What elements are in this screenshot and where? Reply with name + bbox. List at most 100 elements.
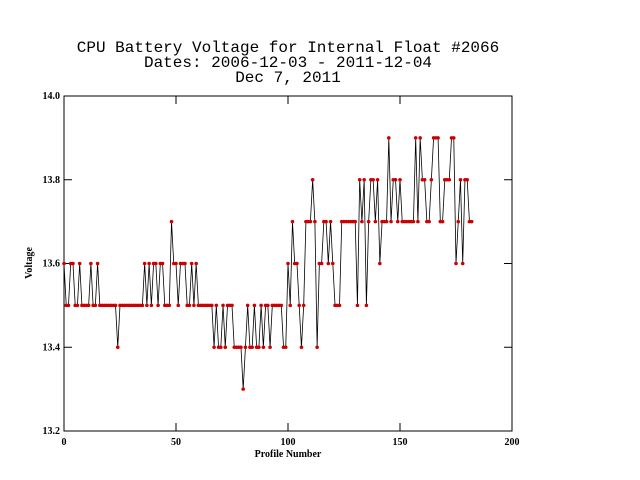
data-point [187, 303, 192, 308]
data-point [337, 303, 342, 308]
data-point [167, 303, 172, 308]
data-point [250, 345, 254, 350]
data-point [266, 303, 270, 308]
data-point [427, 219, 431, 224]
data-point [440, 219, 445, 224]
data-point [313, 219, 317, 224]
data-point [395, 219, 400, 224]
data-point [299, 345, 304, 350]
data-point [301, 303, 306, 308]
data-point [328, 219, 333, 224]
data-point [223, 345, 228, 350]
data-point [156, 303, 160, 308]
data-point [355, 303, 360, 308]
data-point [147, 261, 151, 266]
data-point [86, 303, 91, 308]
data-point [145, 303, 149, 308]
data-point [362, 177, 366, 182]
x-tick-label: 100 [281, 437, 296, 448]
data-point [384, 219, 389, 224]
data-point [71, 261, 75, 266]
x-tick-label: 200 [505, 437, 520, 448]
data-point [268, 345, 272, 350]
data-point [413, 136, 418, 140]
data-point [286, 261, 290, 266]
data-point [243, 345, 248, 350]
data-point [93, 303, 98, 308]
chart-title: CPU Battery Voltage for Internal Float #… [77, 39, 499, 57]
y-tick-label: 13.4 [43, 342, 61, 353]
data-point [288, 303, 293, 308]
y-tick-label: 13.8 [43, 175, 61, 186]
y-tick-label: 14.0 [43, 91, 61, 102]
data-point [319, 261, 324, 266]
x-axis-label: Profile Number [255, 449, 322, 460]
data-point [221, 303, 225, 308]
data-point [95, 261, 100, 266]
data-point [353, 219, 358, 224]
data-point [140, 303, 145, 308]
data-point [241, 387, 245, 391]
data-point [295, 261, 299, 266]
y-tick-label: 13.2 [43, 426, 61, 437]
data-point [279, 303, 284, 308]
data-point [418, 136, 422, 140]
data-point [375, 177, 380, 182]
data-point [436, 136, 440, 140]
data-point [154, 261, 158, 266]
data-point [66, 303, 71, 308]
y-axis-label: Voltage [24, 247, 35, 279]
data-point [297, 303, 302, 308]
data-point [77, 261, 82, 266]
data-point [387, 136, 391, 140]
data-point [366, 219, 371, 224]
data-point [469, 219, 474, 224]
data-point [451, 136, 456, 140]
data-point [458, 177, 463, 182]
data-point [214, 303, 219, 308]
data-point [360, 219, 364, 224]
data-point [194, 261, 198, 266]
data-point [160, 261, 165, 266]
data-point [149, 303, 154, 308]
data-point [460, 261, 465, 266]
data-point [259, 303, 263, 308]
data-point [373, 219, 378, 224]
data-point [174, 261, 178, 266]
x-tick-label: 0 [62, 437, 67, 448]
data-point [75, 303, 80, 308]
data-point [62, 261, 66, 266]
data-point [183, 261, 187, 266]
x-tick-label: 50 [171, 437, 181, 448]
data-point [456, 219, 461, 224]
data-point [252, 303, 257, 308]
data-point [261, 345, 266, 350]
data-point [290, 219, 295, 224]
data-point [389, 219, 393, 224]
data-point [422, 177, 427, 182]
data-point [398, 177, 402, 182]
data-point [393, 177, 398, 182]
x-tick-label: 150 [393, 437, 408, 448]
data-point [169, 219, 174, 224]
data-point [447, 177, 452, 182]
data-point [283, 345, 288, 350]
data-point [310, 177, 315, 182]
data-point [371, 177, 375, 182]
data-point [331, 261, 335, 266]
data-point [239, 345, 243, 350]
data-point [454, 261, 458, 266]
chart-subtitle: Dates: 2006-12-03 - 2011-12-04 [144, 54, 432, 72]
data-point [176, 303, 181, 308]
data-point [308, 219, 313, 224]
data-point [257, 345, 261, 350]
data-point [326, 261, 331, 266]
data-point [115, 345, 120, 350]
data-point [113, 303, 118, 308]
data-point [212, 345, 216, 350]
data-point [364, 303, 369, 308]
data-point [192, 303, 196, 308]
data-point [245, 303, 250, 308]
